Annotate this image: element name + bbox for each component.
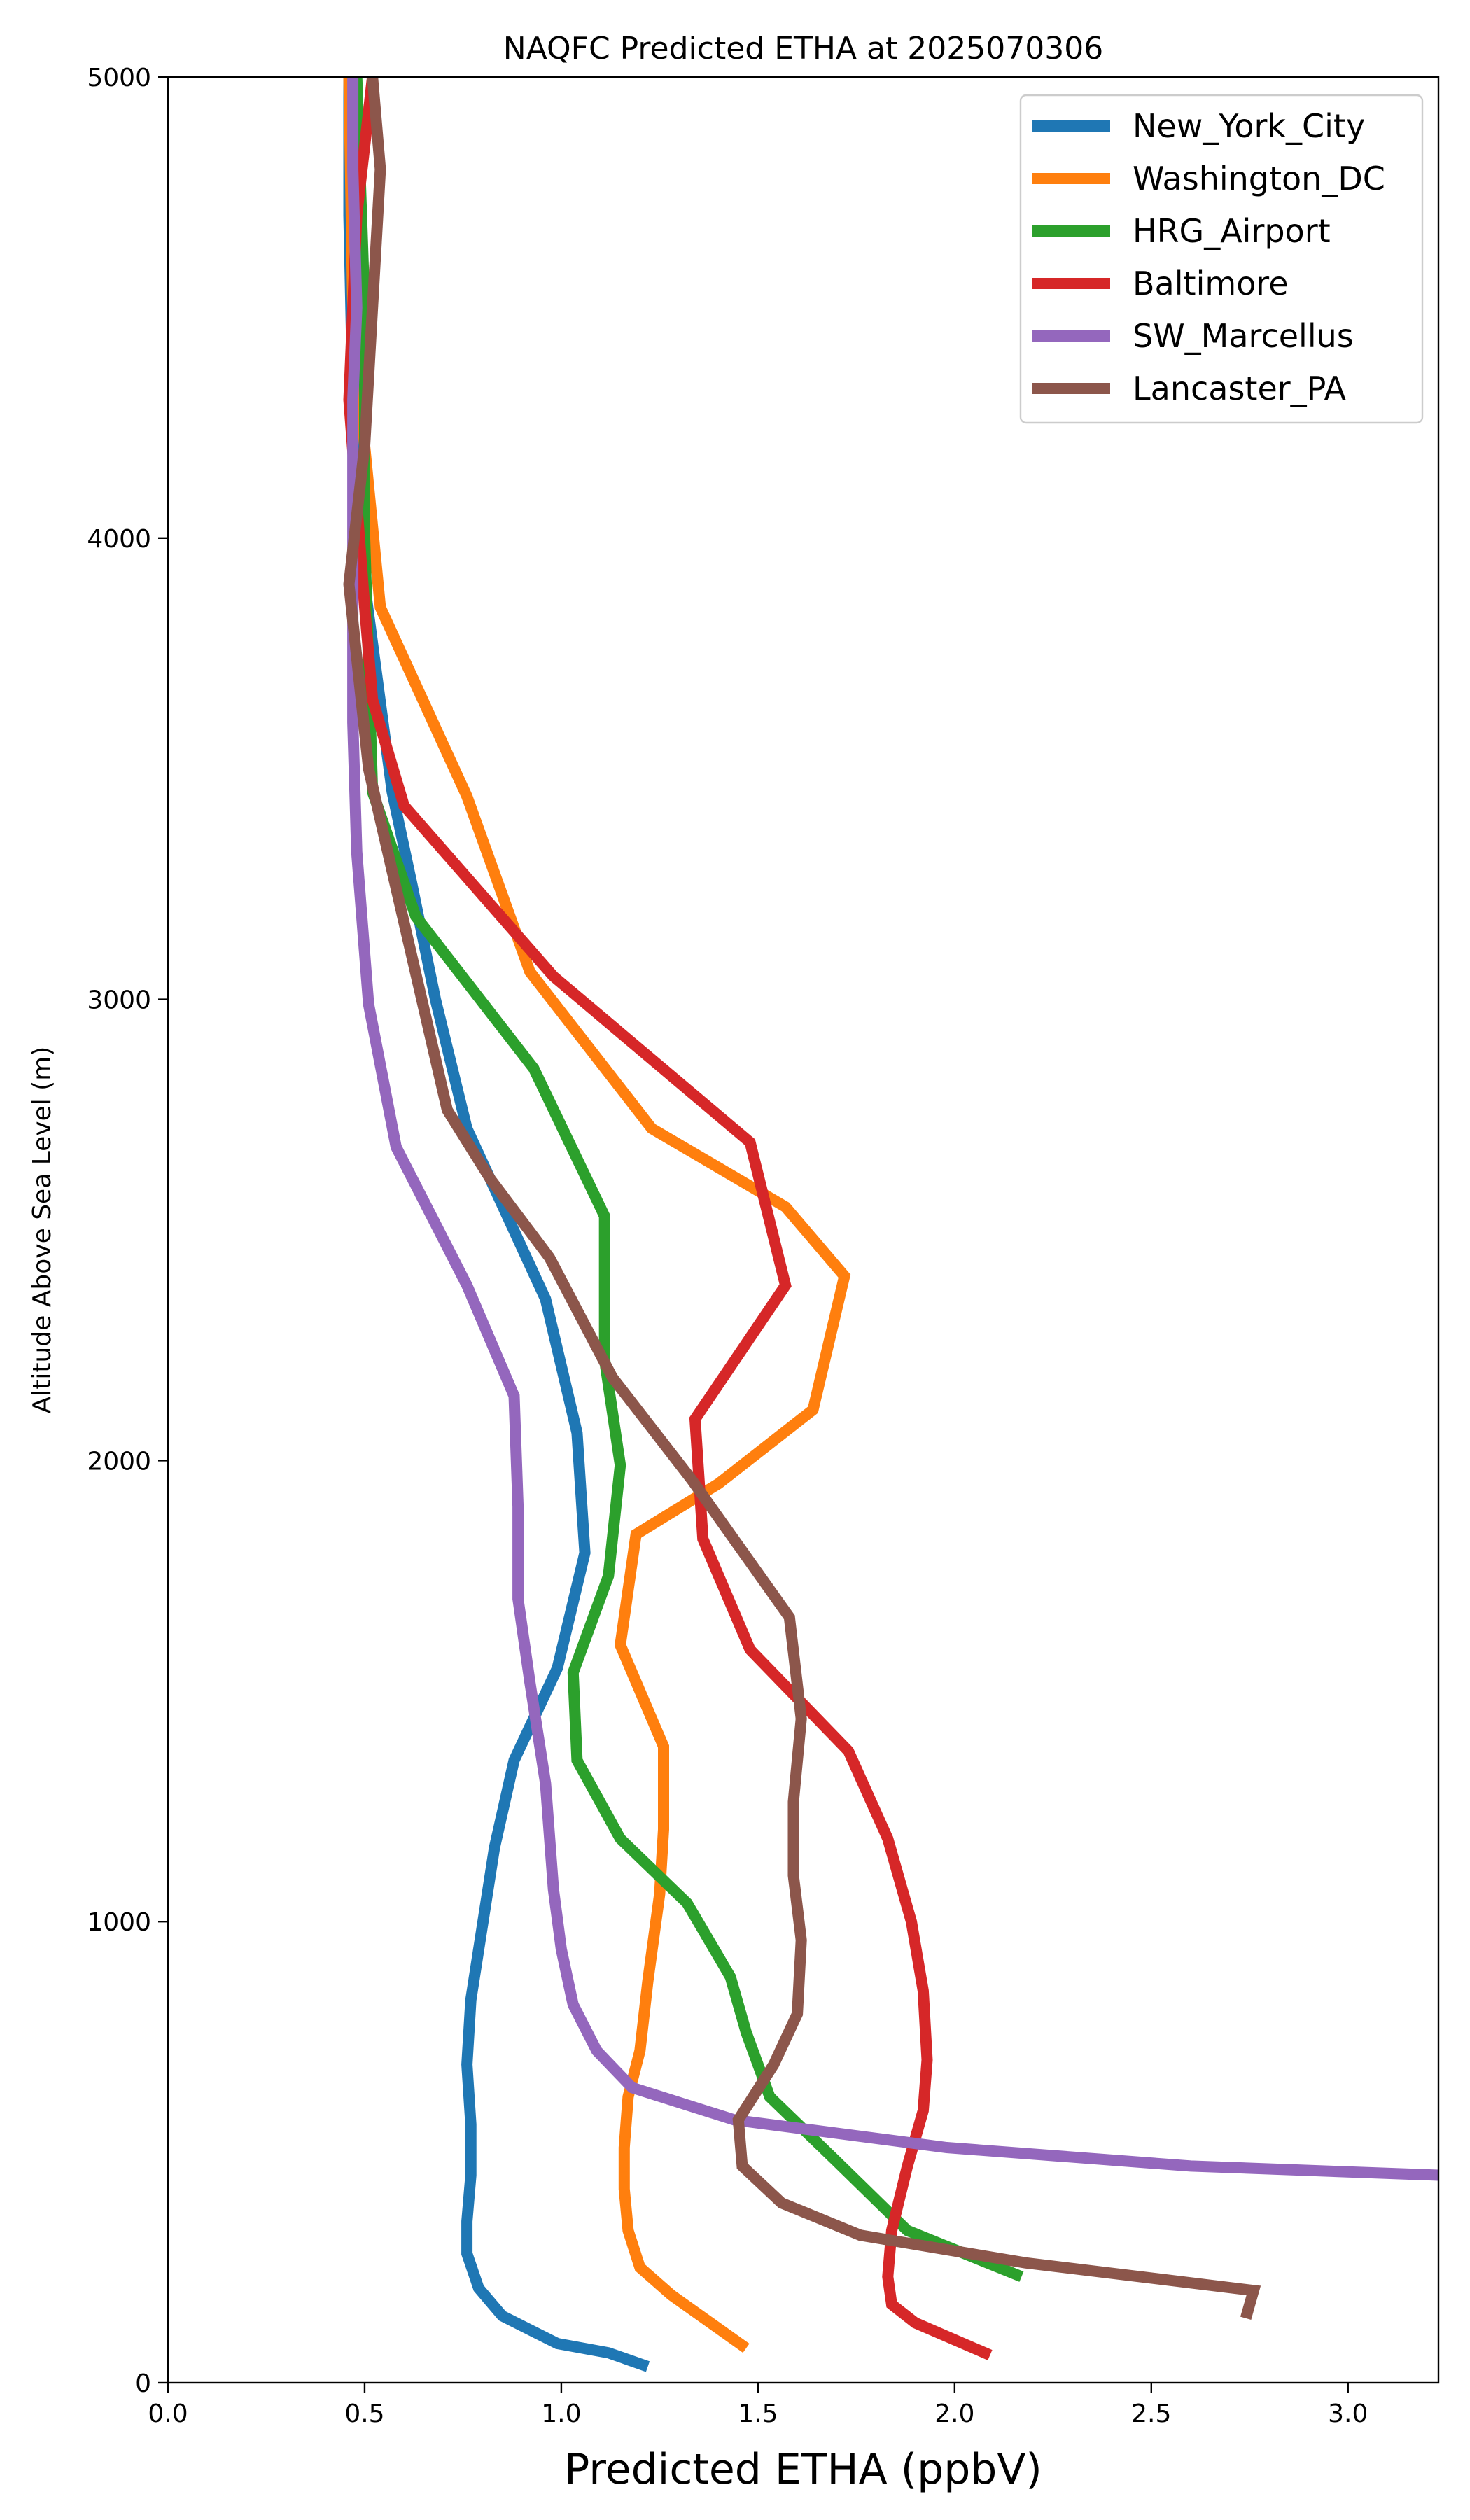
y-tick-label: 0 <box>135 2370 151 2398</box>
series-line-lancaster-pa <box>343 77 1261 2320</box>
series-line-hrg-airport <box>351 77 1024 2282</box>
y-tick-label: 3000 <box>87 986 151 1015</box>
x-axis-title: Predicted ETHA (ppbV) <box>564 2445 1042 2494</box>
y-axis-title: Altitude Above Sea Level (m) <box>28 1046 57 1414</box>
legend-label: Baltimore <box>1133 265 1289 302</box>
series-line-baltimore <box>343 77 993 2360</box>
x-tick-label: 1.5 <box>738 2400 778 2428</box>
x-axis: 0.0 0.5 1.0 1.5 2.0 2.5 3.0 <box>148 2383 1368 2428</box>
plot-frame <box>167 76 1440 2384</box>
series-line-washington-dc <box>343 77 851 2353</box>
legend: New_York_City Washington_DC HRG_Airport Bal… <box>1019 94 1424 424</box>
legend-label: New_York_City <box>1133 107 1365 145</box>
series-line-new-york-city <box>343 77 650 2372</box>
legend-label: Lancaster_PA <box>1133 370 1346 407</box>
y-tick-label: 2000 <box>87 1447 151 1476</box>
x-tick-label: 1.0 <box>541 2400 581 2428</box>
y-tick-label: 5000 <box>87 64 151 92</box>
y-tick-label: 4000 <box>87 525 151 554</box>
legend-label: SW_Marcellus <box>1133 317 1354 355</box>
legend-label: Washington_DC <box>1133 160 1385 197</box>
x-tick-label: 0.5 <box>344 2400 384 2428</box>
chart-title: NAQFC Predicted ETHA at 2025070306 <box>503 31 1103 66</box>
x-tick-label: 2.0 <box>934 2400 974 2428</box>
x-tick-label: 0.0 <box>148 2400 188 2428</box>
legend-box <box>1019 94 1424 424</box>
plot-lines <box>343 77 1438 2372</box>
y-tick-label: 1000 <box>87 1908 151 1937</box>
x-tick-label: 3.0 <box>1328 2400 1368 2428</box>
legend-label: HRG_Airport <box>1133 212 1331 250</box>
y-axis: 0 1000 2000 3000 4000 5000 <box>87 64 168 2398</box>
x-tick-label: 2.5 <box>1131 2400 1171 2428</box>
